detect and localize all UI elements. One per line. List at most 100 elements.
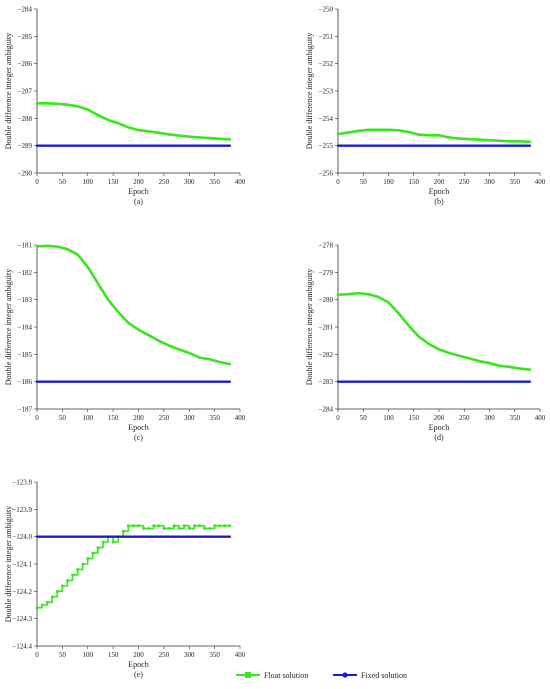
x-tick-label: 200 xyxy=(133,651,144,659)
float-point xyxy=(132,524,135,528)
float-point xyxy=(218,524,221,528)
float-point xyxy=(35,606,39,610)
float-point xyxy=(187,527,191,530)
x-tick-label: 250 xyxy=(159,178,170,186)
y-tick-label: −124.4 xyxy=(12,643,32,651)
x-axis-title: Epoch xyxy=(429,187,449,196)
x-tick-label: 0 xyxy=(336,178,340,186)
float-point xyxy=(50,595,54,599)
float-point xyxy=(223,524,227,528)
y-axis-title: Double difference integer ambiguity xyxy=(4,33,13,149)
x-tick-label: 400 xyxy=(535,178,546,186)
chart-panel-2: 0 50 100 150 200 250 300 350 400 −256 −255 −254 −253… xyxy=(305,6,546,207)
float-point xyxy=(193,524,196,528)
legend: Float solution Fixed solution xyxy=(236,671,407,680)
float-point xyxy=(81,562,84,566)
y-tick-label: −124.0 xyxy=(12,533,32,541)
axis-lines xyxy=(36,9,240,174)
y-axis-title: Double difference integer ambiguity xyxy=(305,33,314,149)
float-point xyxy=(111,540,115,544)
sub-caption: (d) xyxy=(434,433,444,442)
x-tick-label: 400 xyxy=(535,414,546,422)
float-solution-line xyxy=(35,102,232,141)
x-tick-label: 150 xyxy=(108,651,119,659)
y-tick-label: −286 xyxy=(18,60,33,68)
y-tick-label: −251 xyxy=(319,33,334,41)
x-axis-title: Epoch xyxy=(128,423,148,432)
legend-fixed-label: Fixed solution xyxy=(361,671,407,680)
x-tick-label: 150 xyxy=(409,178,420,186)
x-axis-title: Epoch xyxy=(128,660,148,669)
float-point xyxy=(167,527,171,530)
chart-panel-1: 0 50 100 150 200 250 300 350 400 −290 −289 −288 −287… xyxy=(4,6,246,207)
sub-caption: (c) xyxy=(134,433,143,442)
x-tick-label: 350 xyxy=(510,178,521,186)
float-point xyxy=(76,568,79,571)
x-tick-label: 350 xyxy=(209,651,220,659)
x-tick-label: 250 xyxy=(459,414,470,422)
x-tick-label: 300 xyxy=(484,414,495,422)
float-point xyxy=(96,546,100,549)
x-axis-title: Epoch xyxy=(429,423,449,432)
float-point xyxy=(203,527,206,530)
y-tick-label: −124.3 xyxy=(12,615,32,623)
float-point xyxy=(91,551,95,555)
y-tick-label: −254 xyxy=(319,115,334,123)
float-point xyxy=(56,590,59,593)
x-tick-label: 200 xyxy=(434,178,445,186)
y-tick-label: −184 xyxy=(18,324,33,332)
float-point xyxy=(177,527,181,530)
x-tick-label: 300 xyxy=(184,178,195,186)
y-tick-label: −283 xyxy=(319,378,334,386)
float-point xyxy=(147,527,150,530)
y-tick-label: −123.8 xyxy=(12,479,32,487)
y-tick-label: −281 xyxy=(319,324,334,332)
float-point xyxy=(101,540,105,544)
y-tick-label: −285 xyxy=(18,33,33,41)
y-tick-label: −284 xyxy=(18,6,33,14)
legend-float-label: Float solution xyxy=(264,671,308,680)
y-tick-label: −187 xyxy=(18,406,33,414)
y-tick-label: −183 xyxy=(18,296,33,304)
x-tick-label: 400 xyxy=(235,414,246,422)
y-tick-label: −185 xyxy=(18,351,33,359)
float-point xyxy=(198,524,201,528)
float-point xyxy=(45,600,49,604)
y-tick-label: −186 xyxy=(18,378,33,386)
axis-lines xyxy=(337,245,540,410)
x-tick-label: 300 xyxy=(184,414,195,422)
x-tick-label: 150 xyxy=(409,414,420,422)
x-tick-label: 400 xyxy=(235,651,246,659)
x-tick-label: 350 xyxy=(209,414,220,422)
float-point xyxy=(127,524,130,528)
y-tick-label: −181 xyxy=(18,242,33,250)
y-axis-title: Double difference integer ambiguity xyxy=(4,506,13,622)
float-point xyxy=(66,579,69,582)
y-tick-label: −123.9 xyxy=(12,506,32,514)
x-tick-label: 250 xyxy=(459,178,470,186)
y-tick-label: −253 xyxy=(319,88,334,96)
x-axis-title: Epoch xyxy=(128,187,148,196)
y-tick-label: −289 xyxy=(18,142,33,150)
y-tick-label: −255 xyxy=(319,142,334,150)
y-tick-label: −250 xyxy=(319,6,334,14)
float-solution-line xyxy=(336,291,532,371)
x-tick-label: 350 xyxy=(510,414,521,422)
float-point xyxy=(71,573,74,577)
y-tick-label: −290 xyxy=(18,170,33,178)
x-tick-label: 0 xyxy=(35,651,39,659)
float-point xyxy=(182,524,186,528)
float-point xyxy=(228,524,232,528)
float-point xyxy=(208,527,211,530)
y-tick-label: −288 xyxy=(18,115,33,123)
legend-fixed-marker xyxy=(342,672,348,678)
axis-lines xyxy=(36,482,240,647)
y-tick-label: −287 xyxy=(18,88,33,96)
y-tick-label: −256 xyxy=(319,170,334,178)
x-tick-label: 300 xyxy=(484,178,495,186)
x-tick-label: 100 xyxy=(83,414,94,422)
float-point xyxy=(162,527,166,530)
y-tick-label: −252 xyxy=(319,60,334,68)
x-tick-label: 200 xyxy=(133,178,144,186)
